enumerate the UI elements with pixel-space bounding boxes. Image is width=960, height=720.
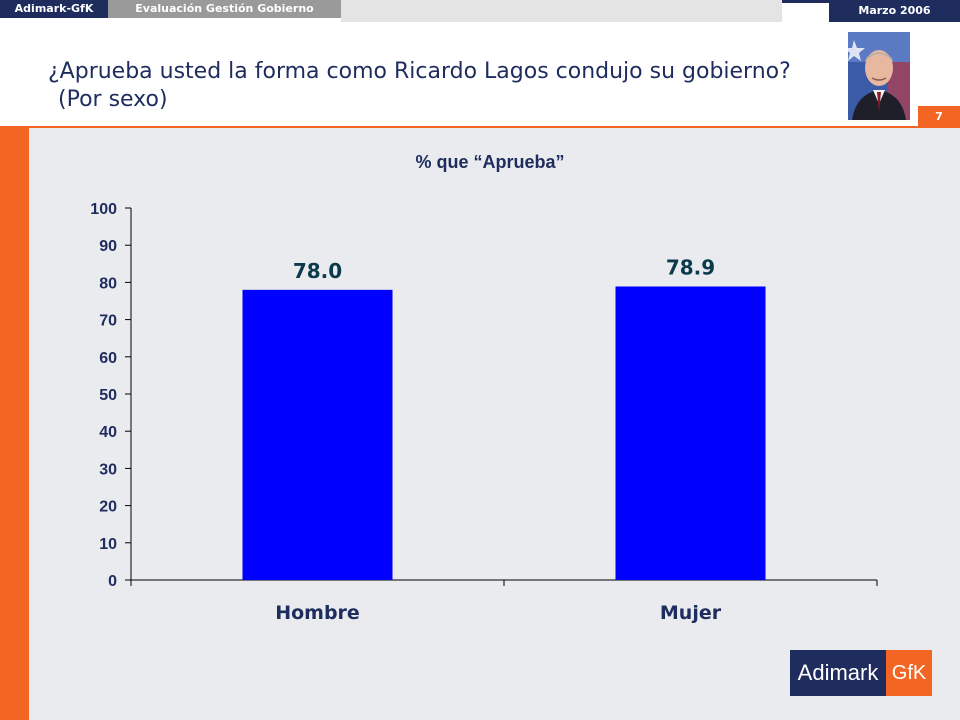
page-title: ¿Aprueba usted la forma como Ricardo Lag… xyxy=(48,58,848,114)
y-tick-label: 60 xyxy=(99,350,117,367)
y-tick-label: 90 xyxy=(99,238,117,255)
top-strip: Adimark-GfK Evaluación Gestión Gobierno … xyxy=(0,0,960,22)
adimark-gfk-logo-icon: Adimark GfK xyxy=(790,650,932,696)
y-tick-label: 50 xyxy=(99,387,117,404)
bar-chart: 0 10 20 30 40 50 60 70 80 90 100 78.0 Hombre 78.9 Muje… xyxy=(90,201,878,624)
bar xyxy=(615,286,766,580)
y-tick-label: 30 xyxy=(99,461,117,478)
president-portrait-icon xyxy=(848,32,910,120)
header-rule xyxy=(29,126,960,128)
header-spacer xyxy=(341,0,782,22)
page-title-line2: (Por sexo) xyxy=(58,87,168,112)
bar-value-label: 78.0 xyxy=(293,259,342,283)
x-category-label: Hombre xyxy=(275,602,360,624)
y-tick-label: 20 xyxy=(99,499,117,516)
y-tick-label: 10 xyxy=(99,536,117,553)
content-panel xyxy=(29,128,960,720)
header-brand: Adimark-GfK xyxy=(0,0,108,18)
page-title-line1: ¿Aprueba usted la forma como Ricardo Lag… xyxy=(48,59,791,84)
logo-right-text: GfK xyxy=(886,650,932,696)
y-tick-label: 40 xyxy=(99,424,117,441)
header-date: Marzo 2006 xyxy=(829,0,960,22)
x-category-label: Mujer xyxy=(660,602,722,624)
header-accent xyxy=(782,0,829,3)
y-tick-label: 100 xyxy=(90,201,117,218)
bar xyxy=(242,289,393,580)
logo-left-text: Adimark xyxy=(797,660,879,685)
header-section: Evaluación Gestión Gobierno xyxy=(108,0,341,18)
chart-title: % que “Aprueba” xyxy=(415,152,565,172)
y-tick-label: 0 xyxy=(108,573,117,590)
y-tick-label: 80 xyxy=(99,275,117,292)
slide-number: 7 xyxy=(918,106,960,126)
left-accent-bar xyxy=(0,126,29,720)
y-tick-label: 70 xyxy=(99,313,117,330)
bar-value-label: 78.9 xyxy=(666,255,715,279)
